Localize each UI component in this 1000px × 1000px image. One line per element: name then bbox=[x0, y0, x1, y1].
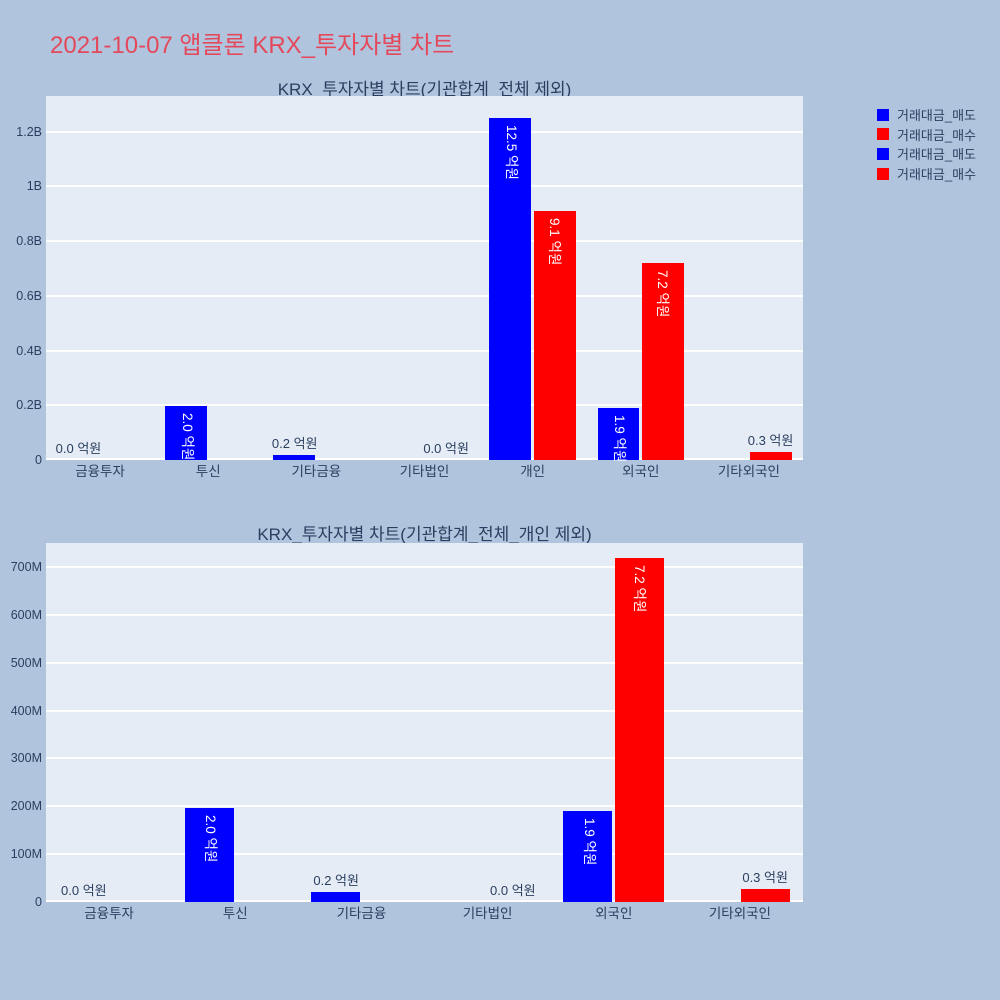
legend: 거래대금_매도 거래대금_매수 거래대금_매도 거래대금_매수 bbox=[877, 105, 976, 183]
legend-item-label: 거래대금_매도 bbox=[897, 147, 976, 163]
x-tick-label: 외국인 bbox=[595, 906, 633, 921]
y-tick-label: 500M bbox=[10, 655, 42, 670]
y-tick-label: 0.6B bbox=[16, 288, 42, 303]
bar-buy[interactable] bbox=[741, 888, 791, 902]
gridline bbox=[46, 240, 803, 243]
bar-sell[interactable] bbox=[489, 117, 532, 460]
y-tick-label: 100M bbox=[10, 847, 42, 862]
page-title: 2021-10-07 앱클론 KRX_투자자별 차트 bbox=[50, 32, 455, 59]
legend-item[interactable]: 거래대금_매도 bbox=[877, 105, 976, 125]
y-tick-label: 200M bbox=[10, 799, 42, 814]
gridline bbox=[46, 805, 803, 808]
y-tick-label: 0 bbox=[35, 895, 42, 909]
x-tick-label: 외국인 bbox=[622, 464, 660, 479]
legend-swatch-icon bbox=[877, 147, 889, 160]
x-axis-line bbox=[46, 900, 803, 902]
bar-value-label: 1.9 억원 bbox=[581, 818, 597, 866]
legend-item[interactable]: 거래대금_매수 bbox=[877, 164, 976, 184]
bar-buy[interactable] bbox=[534, 210, 576, 460]
x-tick-label: 투신 bbox=[195, 464, 221, 479]
x-tick-label: 투신 bbox=[222, 906, 248, 921]
bar-value-label: 12.5 억원 bbox=[504, 124, 519, 180]
legend-item-label: 거래대금_매수 bbox=[897, 127, 976, 143]
bar-value-label: 0.2 억원 bbox=[313, 873, 359, 889]
gridline bbox=[46, 661, 803, 664]
gridline bbox=[46, 130, 803, 133]
x-axis-line bbox=[46, 458, 803, 460]
bar-buy[interactable] bbox=[642, 263, 685, 460]
legend-item-label: 거래대금_매수 bbox=[897, 167, 976, 183]
legend-swatch-icon bbox=[877, 108, 889, 121]
bar-sell[interactable] bbox=[273, 454, 315, 460]
gridline bbox=[46, 709, 803, 712]
bar-value-label: 2.0 억원 bbox=[179, 413, 195, 461]
y-tick-label: 400M bbox=[10, 703, 42, 718]
gridline bbox=[46, 853, 803, 856]
y-tick-label: 600M bbox=[10, 607, 42, 622]
bar-value-label: 0.0 억원 bbox=[55, 441, 102, 456]
bar-buy[interactable] bbox=[615, 558, 665, 902]
x-tick-label: 기타법인 bbox=[399, 464, 450, 479]
x-tick-label: 금융투자 bbox=[75, 464, 125, 479]
bar-value-label: 0.3 억원 bbox=[742, 869, 788, 885]
chart-title: KRX_투자자별 차트(기관합계_전체_개인 제외) bbox=[257, 525, 592, 544]
x-tick-label: 기타외국인 bbox=[717, 464, 780, 479]
bar-value-label: 0.2 억원 bbox=[271, 435, 318, 451]
x-tick-label: 기타외국인 bbox=[708, 906, 771, 921]
legend-swatch-icon bbox=[877, 128, 889, 141]
bar-value-label: 0.3 억원 bbox=[747, 433, 794, 449]
x-tick-label: 금융투자 bbox=[84, 906, 134, 921]
y-tick-label: 300M bbox=[10, 751, 42, 766]
y-tick-label: 700M bbox=[10, 559, 42, 574]
gridline bbox=[46, 404, 803, 407]
gridline bbox=[46, 565, 803, 568]
x-tick-label: 기타금융 bbox=[291, 464, 342, 479]
y-tick-label: 0.2B bbox=[16, 398, 42, 413]
bar-value-label: 2.0 억원 bbox=[203, 815, 219, 863]
x-tick-label: 기타법인 bbox=[462, 906, 513, 921]
y-tick-label: 1.2B bbox=[16, 124, 42, 139]
legend-swatch-icon bbox=[877, 167, 889, 180]
legend-item-label: 거래대금_매도 bbox=[897, 108, 976, 124]
gridline bbox=[46, 185, 803, 188]
y-tick-label: 0 bbox=[35, 453, 42, 467]
x-tick-label: 개인 bbox=[520, 464, 546, 479]
bar-value-label: 9.1 억원 bbox=[547, 217, 563, 266]
y-tick-label: 0.4B bbox=[16, 343, 42, 358]
x-tick-label: 기타금융 bbox=[336, 906, 387, 921]
y-tick-label: 0.8B bbox=[16, 234, 42, 249]
bar-value-label: 0.0 억원 bbox=[423, 441, 469, 456]
legend-item[interactable]: 거래대금_매도 bbox=[877, 144, 976, 164]
bar-sell[interactable] bbox=[597, 408, 640, 460]
bar-sell[interactable] bbox=[310, 892, 360, 902]
bar-sell[interactable] bbox=[563, 811, 613, 902]
gridline bbox=[46, 613, 803, 616]
gridline bbox=[46, 757, 803, 760]
bar-value-label: 0.0 억원 bbox=[61, 883, 107, 898]
bar-value-label: 0.0 억원 bbox=[490, 883, 536, 898]
bar-value-label: 7.2 억원 bbox=[631, 565, 647, 613]
gridline bbox=[46, 349, 803, 352]
gridline bbox=[46, 294, 803, 297]
bar-sell[interactable] bbox=[184, 808, 234, 902]
legend-item[interactable]: 거래대금_매수 bbox=[877, 125, 976, 145]
chart-title: KRX_투자자별 차트(기관합계_전체 제외) bbox=[277, 80, 572, 99]
bar-sell[interactable] bbox=[164, 406, 207, 460]
bar-value-label: 1.9 억원 bbox=[612, 415, 628, 463]
bar-value-label: 7.2 억원 bbox=[655, 270, 671, 318]
y-tick-label: 1B bbox=[26, 179, 42, 194]
plot-area bbox=[46, 543, 803, 902]
bar-buy[interactable] bbox=[750, 452, 793, 460]
